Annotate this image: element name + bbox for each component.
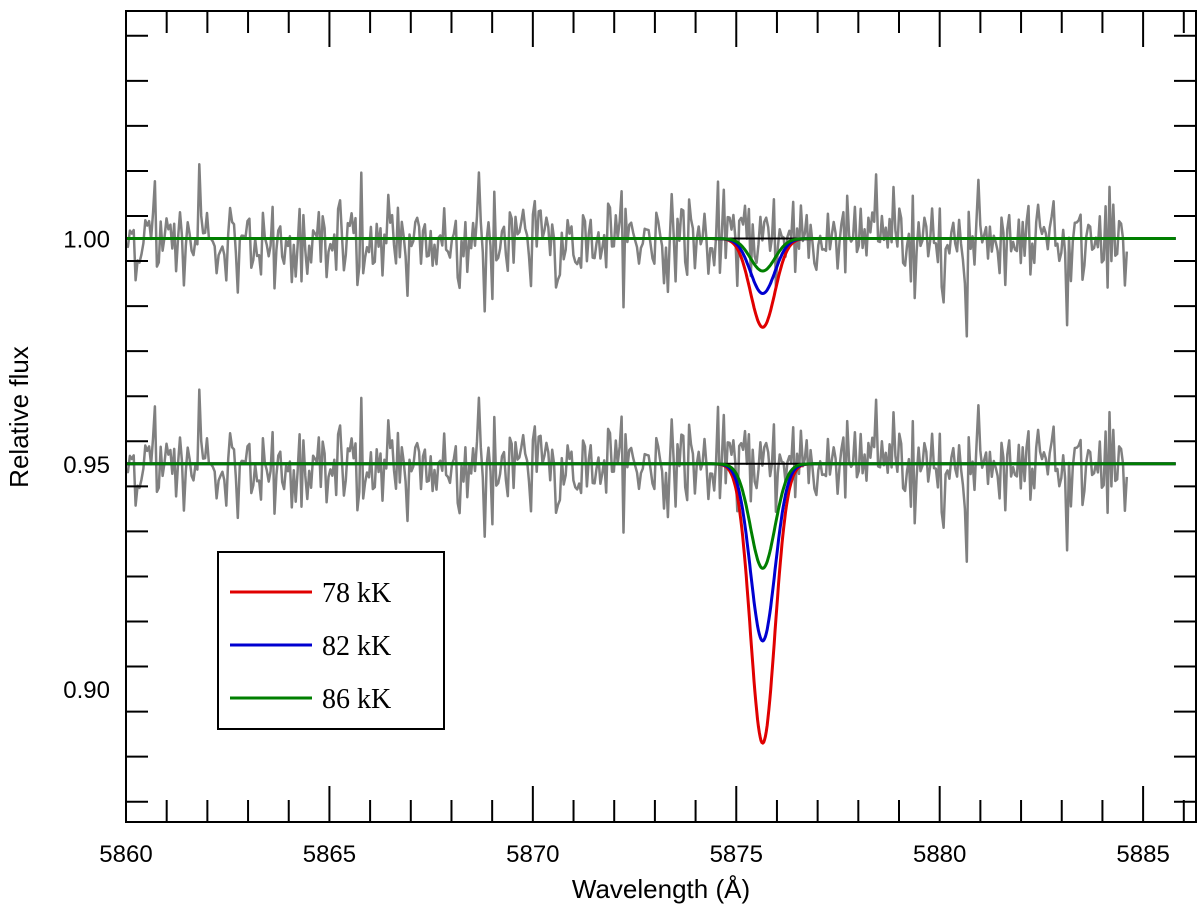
y-axis-title: Relative flux (4, 346, 34, 488)
legend-label: 78 kK (322, 578, 391, 609)
x-tick-label: 5875 (710, 841, 763, 868)
y-tick-label: 1.00 (63, 227, 110, 254)
legend: 78 kK 82 kK 86 kK (217, 551, 445, 730)
observed-spectrum-0 (126, 163, 1129, 338)
model-line-86-kk (126, 237, 1176, 273)
axis-ticks (125, 11, 1196, 822)
x-tick-label: 5880 (913, 841, 966, 868)
observed-spectrum-1 (126, 388, 1129, 563)
x-axis-title: Wavelength (Å) (572, 874, 750, 904)
x-tick-label: 5885 (1116, 841, 1169, 868)
y-tick-label: 0.95 (63, 452, 110, 479)
data-layer (126, 163, 1176, 745)
legend-label: 82 kK (322, 631, 391, 662)
plot-frame (125, 10, 1197, 823)
x-tick-label: 5860 (99, 841, 152, 868)
model-line-86-kk (126, 462, 1176, 570)
x-tick-label: 5870 (506, 841, 559, 868)
y-tick-label: 0.90 (63, 677, 110, 704)
y-tick-labels: 0.90 0.95 1.00 (63, 227, 110, 705)
x-tick-labels: 5860 5865 5870 5875 5880 5885 (99, 841, 1170, 868)
x-tick-label: 5865 (303, 841, 356, 868)
legend-label: 86 kK (322, 684, 391, 715)
